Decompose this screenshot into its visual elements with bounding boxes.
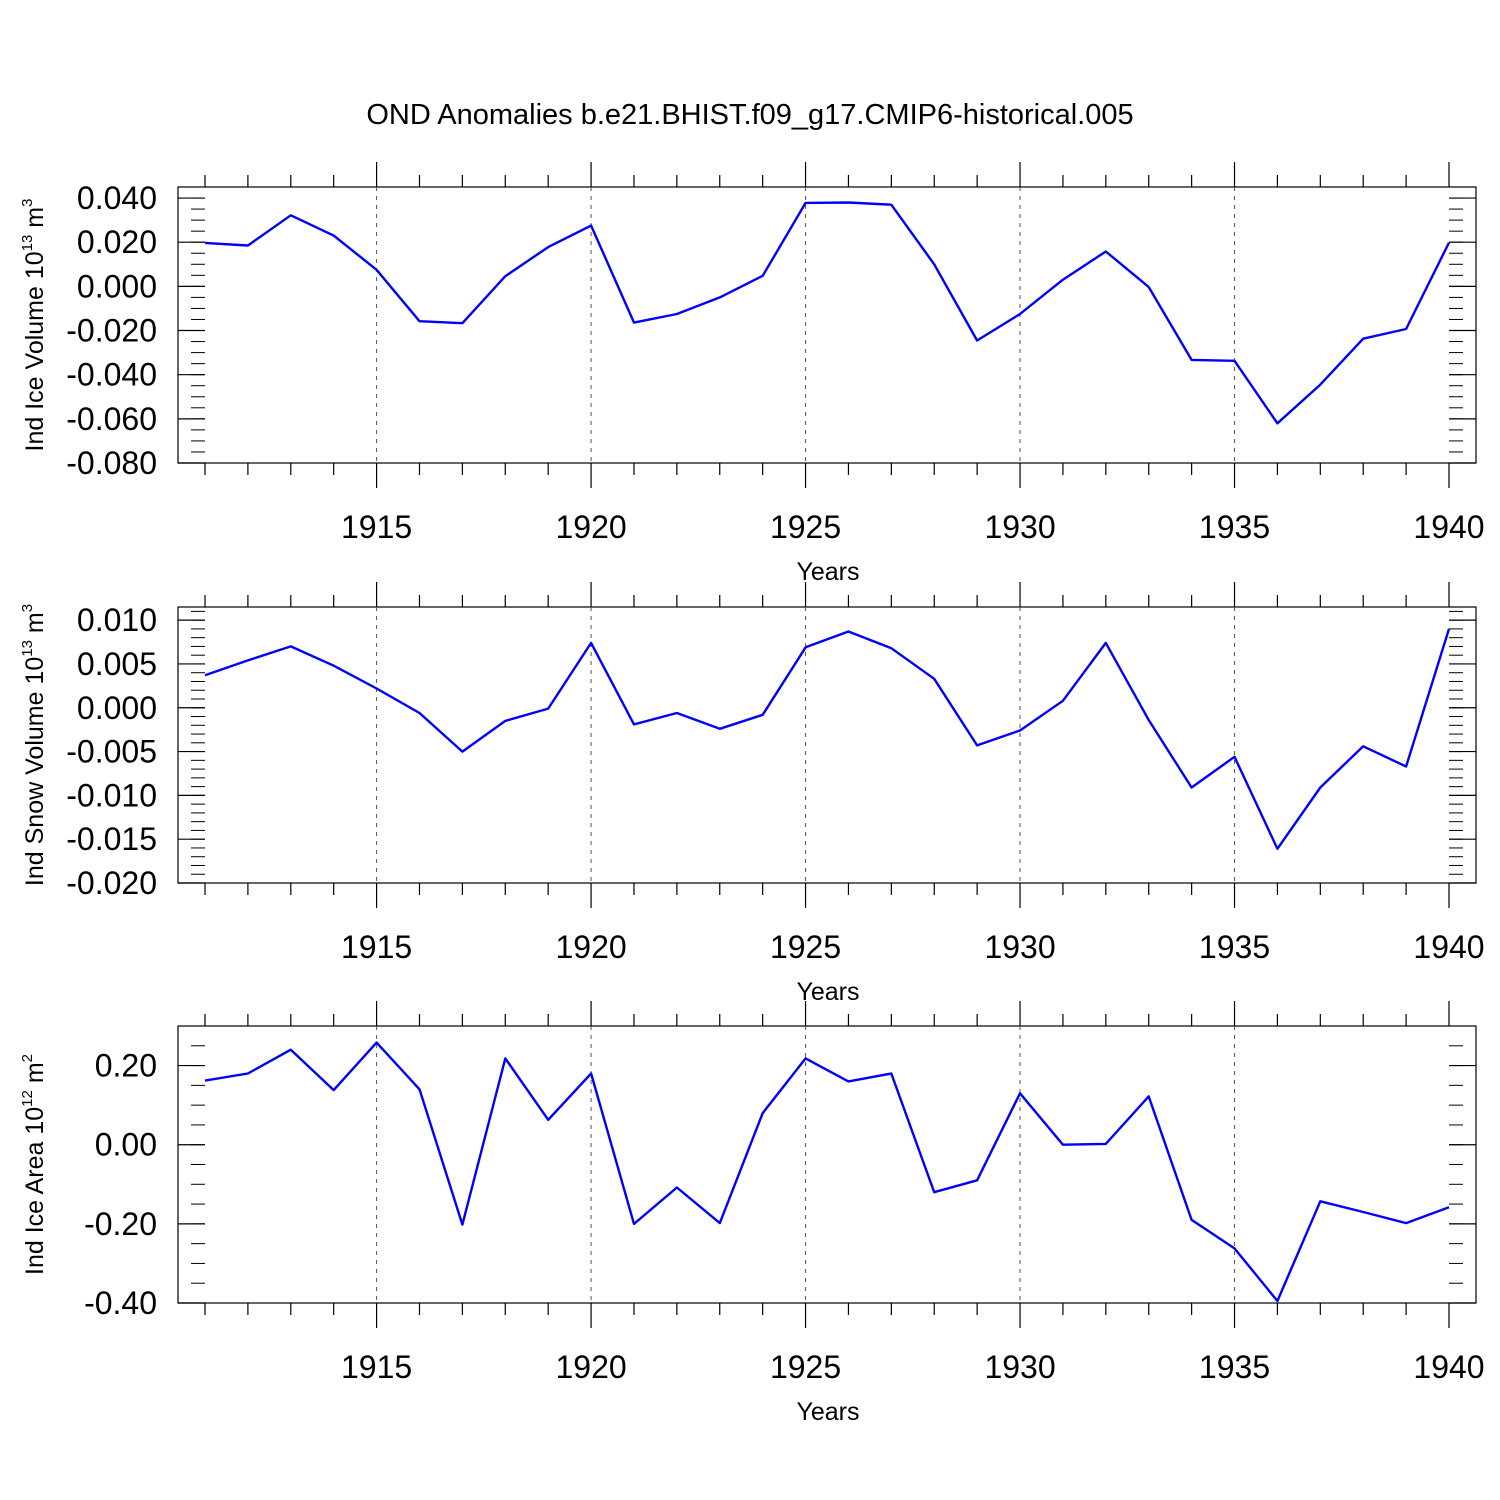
x-tick-label: 1925 xyxy=(770,1349,841,1385)
plot-frame xyxy=(177,186,1477,464)
y-tick-label: -0.060 xyxy=(66,401,157,437)
x-tick-label: 1940 xyxy=(1413,509,1484,545)
y-tick-label: 0.010 xyxy=(77,602,157,638)
y-tick-label: 0.20 xyxy=(95,1048,157,1084)
x-tick-label: 1930 xyxy=(984,1349,1055,1385)
series-line-ice-area xyxy=(204,1041,1450,1303)
y-tick-label: -0.080 xyxy=(66,445,157,481)
y-tick-label: 0.000 xyxy=(77,268,157,304)
x-tick-label: 1915 xyxy=(341,1349,412,1385)
x-axis-title: Years xyxy=(796,558,859,586)
panel-ice-volume: 1915 1920 1925 1930 1935 1940 0.040 0.020 0.000 -… xyxy=(19,162,1485,586)
y-tick-label: -0.20 xyxy=(84,1206,157,1242)
y-tick-label: -0.005 xyxy=(66,734,157,770)
x-axis-title: Years xyxy=(796,978,859,1006)
y-tick-label: -0.010 xyxy=(66,777,157,813)
x-tick-label: 1915 xyxy=(341,509,412,545)
panel-snow-volume: 1915 1920 1925 1930 1935 1940 0.010 0.005 0.000 -… xyxy=(19,582,1485,1006)
x-tick-label: 1920 xyxy=(555,1349,626,1385)
y-tick-label: 0.00 xyxy=(95,1127,157,1163)
plot-frame xyxy=(177,1025,1477,1304)
panel-ice-area: 1915 1920 1925 1930 1935 1940 0.20 0.00 -0.20 -0.… xyxy=(19,1001,1485,1426)
x-tick-label: 1930 xyxy=(984,509,1055,545)
x-tick-label: 1940 xyxy=(1413,1349,1484,1385)
y-tick-label: -0.40 xyxy=(84,1285,157,1321)
y-tick-label: -0.020 xyxy=(66,865,157,901)
y-tick-label: -0.015 xyxy=(66,821,157,857)
y-tick-label: -0.040 xyxy=(66,357,157,393)
x-tick-label: 1935 xyxy=(1199,929,1270,965)
y-axis-title: Ind Ice Volume 1013 m3 xyxy=(19,199,49,452)
x-tick-label: 1935 xyxy=(1199,1349,1270,1385)
x-tick-label: 1920 xyxy=(555,929,626,965)
series-line-ice-volume xyxy=(204,201,1451,425)
y-tick-label: 0.005 xyxy=(77,646,157,682)
x-tick-label: 1925 xyxy=(770,929,841,965)
x-tick-label: 1940 xyxy=(1413,929,1484,965)
y-tick-label: 0.040 xyxy=(77,180,157,216)
y-tick-label: -0.020 xyxy=(66,313,157,349)
x-tick-label: 1925 xyxy=(770,509,841,545)
y-axis-title: Ind Snow Volume 1013 m3 xyxy=(19,604,49,886)
x-tick-label: 1915 xyxy=(341,929,412,965)
plot-frame xyxy=(177,606,1477,884)
y-axis-title: Ind Ice Area 1012 m2 xyxy=(19,1054,49,1275)
main-title: OND Anomalies b.e21.BHIST.f09_g17.CMIP6-… xyxy=(366,99,1133,131)
x-tick-label: 1930 xyxy=(984,929,1055,965)
x-tick-label: 1935 xyxy=(1199,509,1270,545)
y-tick-label: 0.000 xyxy=(77,690,157,726)
x-axis-title: Years xyxy=(796,1398,859,1426)
x-tick-label: 1920 xyxy=(555,509,626,545)
y-tick-label: 0.020 xyxy=(77,224,157,260)
series-line-snow-volume xyxy=(204,628,1451,850)
